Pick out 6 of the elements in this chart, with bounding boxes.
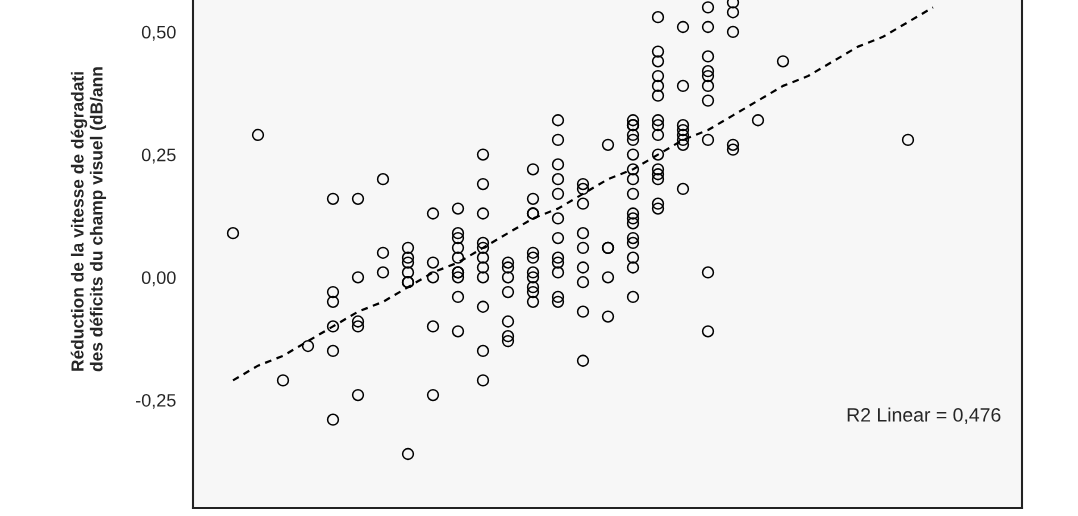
y-axis-title: Réduction de la vitesse de dégradati des déficits du champ visuel (dB/ann xyxy=(70,67,107,372)
y-tick-label: 0,50 xyxy=(141,25,176,41)
y-tick-label: 0,25 xyxy=(141,148,176,164)
y-tick-label: -0,25 xyxy=(135,393,176,409)
y-tick-label: 0,00 xyxy=(141,271,176,287)
annotation: R2 Linear = 0,476 xyxy=(847,407,1001,425)
